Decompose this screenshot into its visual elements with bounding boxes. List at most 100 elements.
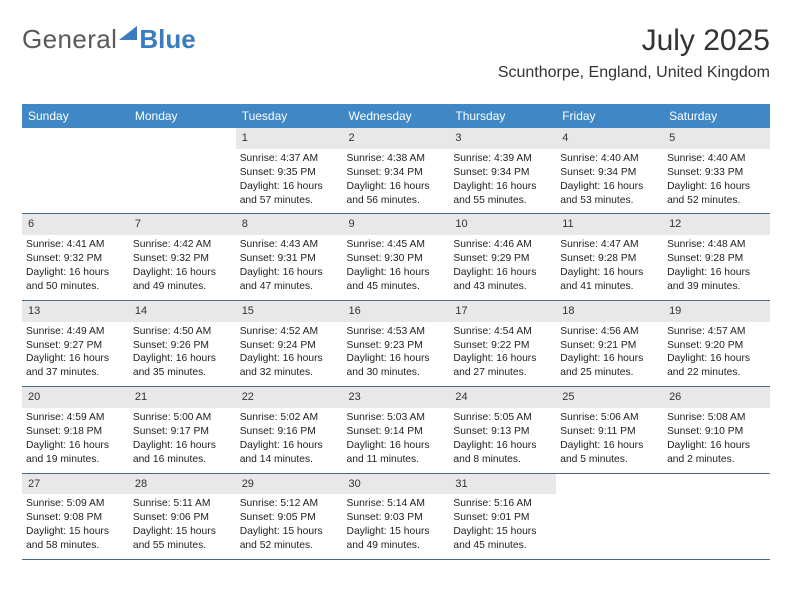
sunset: Sunset: 9:10 PM <box>667 425 766 439</box>
day-number: 31 <box>449 474 556 495</box>
day-number: 7 <box>129 214 236 235</box>
daylight: Daylight: 16 hours and 11 minutes. <box>347 439 446 467</box>
sunrise: Sunrise: 4:42 AM <box>133 238 232 252</box>
sunset: Sunset: 9:20 PM <box>667 339 766 353</box>
day-number: 1 <box>236 128 343 149</box>
sunrise: Sunrise: 4:57 AM <box>667 325 766 339</box>
calendar-cell: 18Sunrise: 4:56 AMSunset: 9:21 PMDayligh… <box>556 300 663 386</box>
sunrise: Sunrise: 5:03 AM <box>347 411 446 425</box>
sunrise: Sunrise: 4:46 AM <box>453 238 552 252</box>
calendar-cell: 12Sunrise: 4:48 AMSunset: 9:28 PMDayligh… <box>663 214 770 300</box>
sunset: Sunset: 9:31 PM <box>240 252 339 266</box>
day-number: 10 <box>449 214 556 235</box>
day-number: 22 <box>236 387 343 408</box>
column-header: Wednesday <box>343 104 450 128</box>
daylight: Daylight: 16 hours and 22 minutes. <box>667 352 766 380</box>
column-header: Saturday <box>663 104 770 128</box>
calendar-cell: 30Sunrise: 5:14 AMSunset: 9:03 PMDayligh… <box>343 473 450 559</box>
daylight: Daylight: 16 hours and 14 minutes. <box>240 439 339 467</box>
day-number: 24 <box>449 387 556 408</box>
daylight: Daylight: 16 hours and 19 minutes. <box>26 439 125 467</box>
calendar-cell: 14Sunrise: 4:50 AMSunset: 9:26 PMDayligh… <box>129 300 236 386</box>
day-number: 9 <box>343 214 450 235</box>
sunrise: Sunrise: 4:49 AM <box>26 325 125 339</box>
day-number: 2 <box>343 128 450 149</box>
sunrise: Sunrise: 4:53 AM <box>347 325 446 339</box>
sunrise: Sunrise: 5:00 AM <box>133 411 232 425</box>
sunset: Sunset: 9:28 PM <box>667 252 766 266</box>
daylight: Daylight: 16 hours and 52 minutes. <box>667 180 766 208</box>
column-header: Tuesday <box>236 104 343 128</box>
day-number: 18 <box>556 301 663 322</box>
sunrise: Sunrise: 5:14 AM <box>347 497 446 511</box>
calendar-cell: 19Sunrise: 4:57 AMSunset: 9:20 PMDayligh… <box>663 300 770 386</box>
sunset: Sunset: 9:18 PM <box>26 425 125 439</box>
sunrise: Sunrise: 5:12 AM <box>240 497 339 511</box>
title-block: July 2025 Scunthorpe, England, United Ki… <box>498 24 770 82</box>
daylight: Daylight: 16 hours and 27 minutes. <box>453 352 552 380</box>
column-header: Friday <box>556 104 663 128</box>
daylight: Daylight: 16 hours and 49 minutes. <box>133 266 232 294</box>
calendar-cell: 28Sunrise: 5:11 AMSunset: 9:06 PMDayligh… <box>129 473 236 559</box>
day-number: 14 <box>129 301 236 322</box>
calendar-cell: 29Sunrise: 5:12 AMSunset: 9:05 PMDayligh… <box>236 473 343 559</box>
day-number: 26 <box>663 387 770 408</box>
calendar-cell: 20Sunrise: 4:59 AMSunset: 9:18 PMDayligh… <box>22 387 129 473</box>
day-number: 20 <box>22 387 129 408</box>
sunset: Sunset: 9:28 PM <box>560 252 659 266</box>
location-subtitle: Scunthorpe, England, United Kingdom <box>498 64 770 82</box>
sunset: Sunset: 9:22 PM <box>453 339 552 353</box>
sunrise: Sunrise: 4:41 AM <box>26 238 125 252</box>
calendar-cell: 21Sunrise: 5:00 AMSunset: 9:17 PMDayligh… <box>129 387 236 473</box>
sunrise: Sunrise: 4:45 AM <box>347 238 446 252</box>
daylight: Daylight: 16 hours and 16 minutes. <box>133 439 232 467</box>
calendar-cell: . <box>663 473 770 559</box>
sunset: Sunset: 9:14 PM <box>347 425 446 439</box>
sunrise: Sunrise: 5:16 AM <box>453 497 552 511</box>
sunset: Sunset: 9:06 PM <box>133 511 232 525</box>
daylight: Daylight: 15 hours and 55 minutes. <box>133 525 232 553</box>
daylight: Daylight: 16 hours and 2 minutes. <box>667 439 766 467</box>
day-number: 13 <box>22 301 129 322</box>
calendar-cell: . <box>22 128 129 214</box>
column-header: Sunday <box>22 104 129 128</box>
calendar-cell: 24Sunrise: 5:05 AMSunset: 9:13 PMDayligh… <box>449 387 556 473</box>
daylight: Daylight: 16 hours and 37 minutes. <box>26 352 125 380</box>
sunset: Sunset: 9:16 PM <box>240 425 339 439</box>
sunset: Sunset: 9:13 PM <box>453 425 552 439</box>
day-number: 25 <box>556 387 663 408</box>
logo-triangle-icon <box>119 26 137 40</box>
daylight: Daylight: 16 hours and 41 minutes. <box>560 266 659 294</box>
day-number: 6 <box>22 214 129 235</box>
sunrise: Sunrise: 4:48 AM <box>667 238 766 252</box>
daylight: Daylight: 16 hours and 43 minutes. <box>453 266 552 294</box>
daylight: Daylight: 16 hours and 30 minutes. <box>347 352 446 380</box>
sunrise: Sunrise: 4:50 AM <box>133 325 232 339</box>
daylight: Daylight: 16 hours and 8 minutes. <box>453 439 552 467</box>
calendar-cell: 11Sunrise: 4:47 AMSunset: 9:28 PMDayligh… <box>556 214 663 300</box>
calendar-cell: 15Sunrise: 4:52 AMSunset: 9:24 PMDayligh… <box>236 300 343 386</box>
sunrise: Sunrise: 5:09 AM <box>26 497 125 511</box>
day-number: 21 <box>129 387 236 408</box>
calendar-cell: 7 Sunrise: 4:42 AMSunset: 9:32 PMDaylight… <box>129 214 236 300</box>
daylight: Daylight: 15 hours and 52 minutes. <box>240 525 339 553</box>
sunrise: Sunrise: 5:08 AM <box>667 411 766 425</box>
sunset: Sunset: 9:01 PM <box>453 511 552 525</box>
daylight: Daylight: 16 hours and 50 minutes. <box>26 266 125 294</box>
day-number: 3 <box>449 128 556 149</box>
sunrise: Sunrise: 5:06 AM <box>560 411 659 425</box>
calendar-cell: . <box>129 128 236 214</box>
day-number: 11 <box>556 214 663 235</box>
daylight: Daylight: 16 hours and 25 minutes. <box>560 352 659 380</box>
sunset: Sunset: 9:33 PM <box>667 166 766 180</box>
calendar-body: ..1Sunrise: 4:37 AMSunset: 9:35 PMDaylig… <box>22 128 770 560</box>
column-header: Monday <box>129 104 236 128</box>
calendar-table: SundayMondayTuesdayWednesdayThursdayFrid… <box>22 104 770 560</box>
sunrise: Sunrise: 4:38 AM <box>347 152 446 166</box>
calendar-cell: 6Sunrise: 4:41 AMSunset: 9:32 PMDaylight… <box>22 214 129 300</box>
sunrise: Sunrise: 5:11 AM <box>133 497 232 511</box>
calendar-cell: 8Sunrise: 4:43 AMSunset: 9:31 PMDaylight… <box>236 214 343 300</box>
daylight: Daylight: 16 hours and 5 minutes. <box>560 439 659 467</box>
sunset: Sunset: 9:11 PM <box>560 425 659 439</box>
sunset: Sunset: 9:32 PM <box>133 252 232 266</box>
